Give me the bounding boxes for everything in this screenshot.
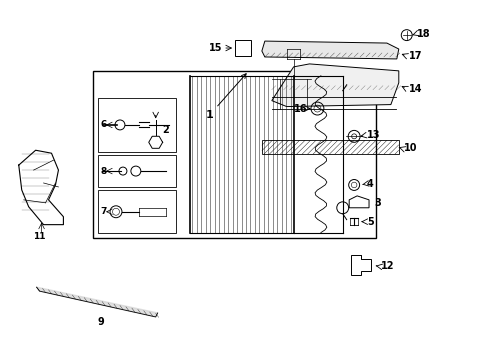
Text: 4: 4: [366, 179, 373, 189]
Text: 10: 10: [403, 143, 416, 153]
Bar: [98, 155, 175, 187]
Polygon shape: [37, 287, 157, 317]
Text: 2: 2: [163, 125, 169, 135]
Text: 3: 3: [373, 198, 380, 208]
Text: 1: 1: [205, 74, 245, 121]
Text: 8: 8: [100, 167, 106, 176]
Polygon shape: [271, 64, 398, 107]
Text: 5: 5: [366, 217, 373, 227]
Bar: [235, 40, 250, 56]
Text: 18: 18: [416, 29, 429, 39]
Bar: [98, 98, 175, 152]
Text: 15: 15: [208, 43, 222, 53]
Text: 11: 11: [33, 231, 46, 240]
Text: 7: 7: [100, 207, 106, 216]
Text: 16: 16: [293, 104, 307, 113]
Text: 12: 12: [380, 261, 394, 271]
Text: 6: 6: [100, 121, 106, 130]
Polygon shape: [262, 41, 398, 59]
Text: 14: 14: [408, 84, 421, 94]
Text: 17: 17: [408, 51, 421, 61]
Text: 13: 13: [366, 130, 380, 140]
Bar: [98, 190, 175, 233]
Text: 9: 9: [98, 317, 104, 327]
Bar: [93, 71, 375, 238]
Bar: [262, 140, 398, 154]
